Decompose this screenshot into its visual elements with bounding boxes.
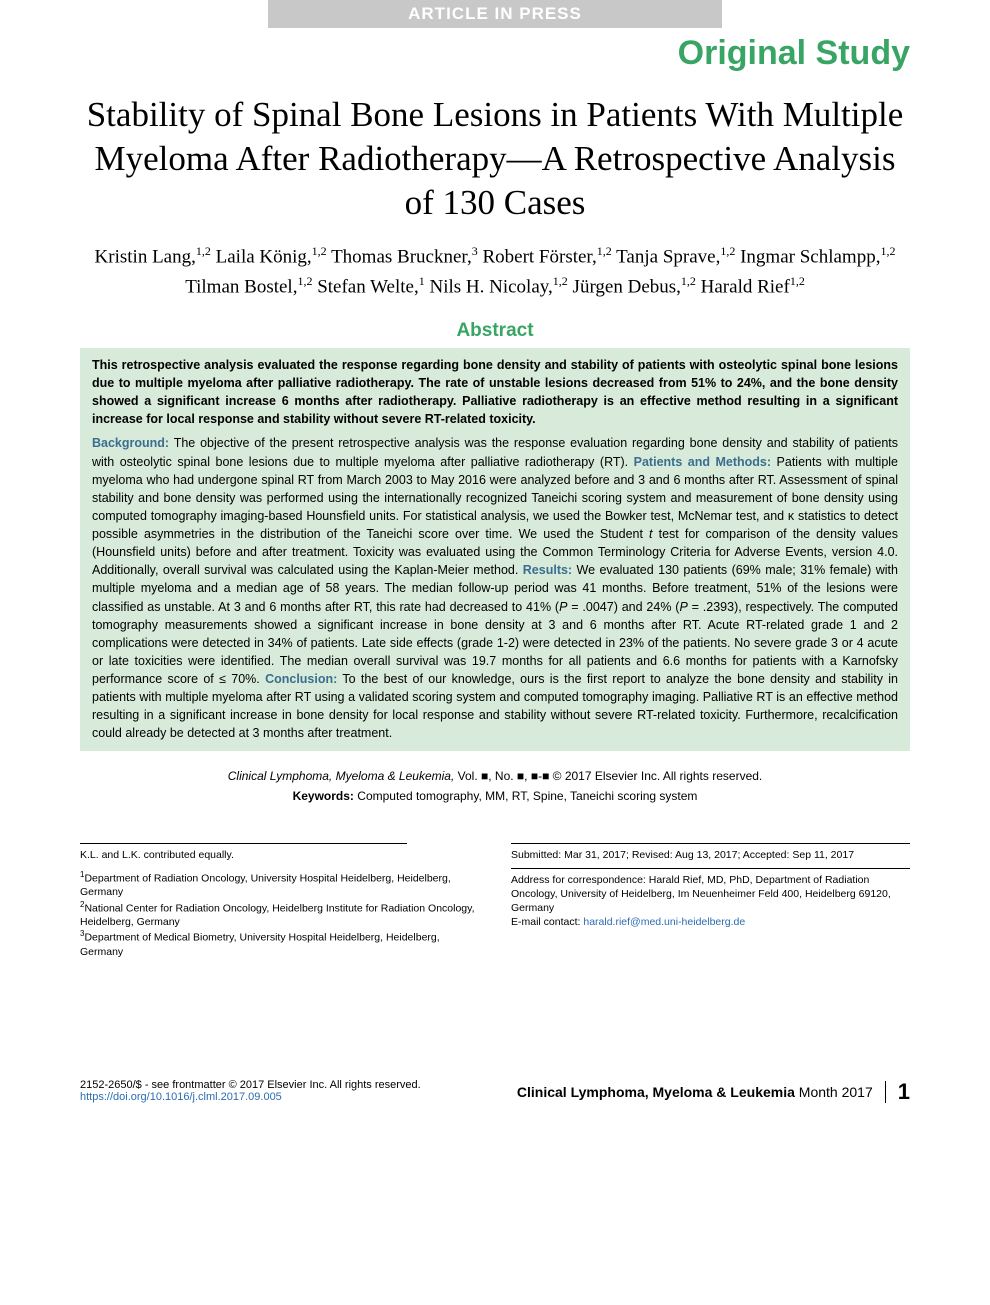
page-footer-bar: 2152-2650/$ - see frontmatter © 2017 Els… bbox=[80, 1079, 910, 1103]
results-p2-ital: P bbox=[679, 600, 687, 614]
affiliation-1: 1Department of Radiation Oncology, Unive… bbox=[80, 870, 479, 900]
abstract-heading: Abstract bbox=[80, 320, 910, 342]
author-list: Kristin Lang,1,2 Laila König,1,2 Thomas … bbox=[80, 242, 910, 302]
journal-footer-rest: Month 2017 bbox=[795, 1084, 873, 1100]
email-link[interactable]: harald.rief@med.uni-heidelberg.de bbox=[583, 916, 745, 928]
results-p1: = .0047) and 24% ( bbox=[567, 600, 679, 614]
citation-vol: Vol. ■, No. ■, ■-■ © 2017 Elsevier Inc. … bbox=[454, 769, 762, 783]
citation-line: Clinical Lymphoma, Myeloma & Leukemia, V… bbox=[80, 769, 910, 783]
affiliation-2: 2National Center for Radiation Oncology,… bbox=[80, 900, 479, 930]
contribution-note: K.L. and L.K. contributed equally. bbox=[80, 848, 479, 862]
affiliation-3: 3Department of Medical Biometry, Univers… bbox=[80, 929, 479, 959]
results-label: Results: bbox=[523, 563, 572, 577]
abstract-summary: This retrospective analysis evaluated th… bbox=[92, 356, 898, 429]
footer-right-col: Submitted: Mar 31, 2017; Revised: Aug 13… bbox=[511, 843, 910, 960]
footer-rule-r2 bbox=[511, 868, 910, 869]
footer-left: 2152-2650/$ - see frontmatter © 2017 Els… bbox=[80, 1079, 421, 1103]
methods-label: Patients and Methods: bbox=[634, 455, 771, 469]
page-number: 1 bbox=[885, 1081, 910, 1103]
keywords-label: Keywords: bbox=[293, 789, 354, 803]
journal-footer-bold: Clinical Lymphoma, Myeloma & Leukemia bbox=[517, 1084, 795, 1100]
study-type-heading: Original Study bbox=[80, 34, 910, 73]
issn-line: 2152-2650/$ - see frontmatter © 2017 Els… bbox=[80, 1079, 421, 1091]
article-status-banner: ARTICLE IN PRESS bbox=[268, 0, 722, 28]
article-title: Stability of Spinal Bone Lesions in Pati… bbox=[80, 93, 910, 224]
doi-link[interactable]: https://doi.org/10.1016/j.clml.2017.09.0… bbox=[80, 1091, 421, 1103]
journal-footer: Clinical Lymphoma, Myeloma & Leukemia Mo… bbox=[517, 1084, 873, 1100]
correspondence-address: Address for correspondence: Harald Rief,… bbox=[511, 873, 910, 916]
article-status-banner-wrap: ARTICLE IN PRESS bbox=[80, 0, 910, 28]
footer-right: Clinical Lymphoma, Myeloma & Leukemia Mo… bbox=[517, 1081, 910, 1103]
conclusion-label: Conclusion: bbox=[265, 672, 337, 686]
background-label: Background: bbox=[92, 436, 169, 450]
citation-journal: Clinical Lymphoma, Myeloma & Leukemia, bbox=[228, 769, 455, 783]
footer-rule bbox=[80, 843, 407, 844]
keywords-text: Computed tomography, MM, RT, Spine, Tane… bbox=[354, 789, 697, 803]
affil-text-1: Department of Radiation Oncology, Univer… bbox=[80, 872, 451, 898]
footer-rule-r1 bbox=[511, 843, 910, 844]
abstract-body: Background: The objective of the present… bbox=[92, 434, 898, 742]
footer-left-col: K.L. and L.K. contributed equally. 1Depa… bbox=[80, 843, 479, 960]
email-line: E-mail contact: harald.rief@med.uni-heid… bbox=[511, 915, 910, 929]
abstract-box: This retrospective analysis evaluated th… bbox=[80, 348, 910, 751]
email-label: E-mail contact: bbox=[511, 916, 583, 928]
submission-history: Submitted: Mar 31, 2017; Revised: Aug 13… bbox=[511, 848, 910, 862]
affil-text-3: Department of Medical Biometry, Universi… bbox=[80, 932, 440, 958]
footer-columns: K.L. and L.K. contributed equally. 1Depa… bbox=[80, 843, 910, 960]
affil-text-2: National Center for Radiation Oncology, … bbox=[80, 902, 475, 928]
keywords-line: Keywords: Computed tomography, MM, RT, S… bbox=[80, 789, 910, 803]
